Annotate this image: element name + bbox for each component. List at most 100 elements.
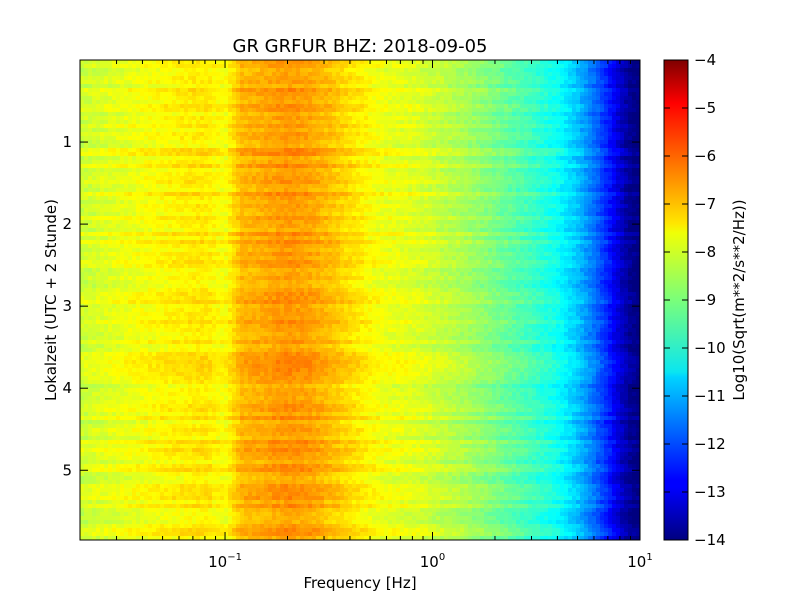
heatmap-cell [244, 176, 249, 181]
heatmap-cell [596, 144, 601, 149]
heatmap-cell [376, 88, 381, 93]
heatmap-cell [416, 148, 421, 153]
heatmap-cell [384, 164, 389, 169]
heatmap-cell [344, 136, 349, 141]
heatmap-cell [344, 200, 349, 205]
heatmap-cell [164, 120, 169, 125]
heatmap-cell [616, 152, 621, 157]
heatmap-cell [316, 164, 321, 169]
heatmap-cell [340, 100, 345, 105]
heatmap-cell [200, 144, 205, 149]
heatmap-cell [548, 124, 553, 129]
heatmap-cell [592, 96, 597, 101]
heatmap-cell [276, 148, 281, 153]
heatmap-cell [160, 112, 165, 117]
heatmap-cell [484, 160, 489, 165]
heatmap-cell [148, 172, 153, 177]
heatmap-cell [292, 108, 297, 113]
heatmap-cell [236, 104, 241, 109]
heatmap-cell [564, 168, 569, 173]
heatmap-cell [584, 140, 589, 145]
heatmap-cell [216, 172, 221, 177]
heatmap-cell [192, 176, 197, 181]
heatmap-cell [144, 132, 149, 137]
heatmap-cell [128, 168, 133, 173]
heatmap-cell [100, 168, 105, 173]
heatmap-cell [276, 64, 281, 69]
heatmap-cell [124, 96, 129, 101]
heatmap-cell [176, 120, 181, 125]
heatmap-cell [264, 88, 269, 93]
heatmap-cell [444, 116, 449, 121]
heatmap-cell [520, 92, 525, 97]
heatmap-cell [192, 88, 197, 93]
heatmap-cell [628, 148, 633, 153]
heatmap-cell [308, 192, 313, 197]
heatmap-cell [156, 188, 161, 193]
heatmap-cell [544, 176, 549, 181]
heatmap-cell [140, 172, 145, 177]
heatmap-cell [296, 192, 301, 197]
heatmap-cell [392, 92, 397, 97]
heatmap-cell [188, 92, 193, 97]
heatmap-cell [248, 152, 253, 157]
heatmap-cell [324, 196, 329, 201]
heatmap-cell [204, 100, 209, 105]
heatmap-cell [252, 96, 257, 101]
heatmap-cell [572, 192, 577, 197]
heatmap-cell [304, 72, 309, 77]
heatmap-cell [516, 76, 521, 81]
heatmap-cell [120, 128, 125, 133]
heatmap-cell [420, 104, 425, 109]
heatmap-cell [120, 164, 125, 169]
heatmap-cell [448, 64, 453, 69]
heatmap-cell [428, 136, 433, 141]
heatmap-cell [368, 172, 373, 177]
heatmap-cell [456, 124, 461, 129]
heatmap-cell [432, 84, 437, 89]
heatmap-cell [608, 80, 613, 85]
heatmap-cell [192, 152, 197, 157]
heatmap-cell [124, 100, 129, 105]
heatmap-cell [144, 156, 149, 161]
heatmap-cell [164, 128, 169, 133]
heatmap-cell [508, 148, 513, 153]
heatmap-cell [364, 152, 369, 157]
heatmap-cell [136, 156, 141, 161]
heatmap-cell [116, 176, 121, 181]
heatmap-cell [572, 184, 577, 189]
heatmap-cell [160, 180, 165, 185]
heatmap-cell [112, 128, 117, 133]
heatmap-cell [608, 156, 613, 161]
heatmap-cell [492, 180, 497, 185]
heatmap-cell [200, 164, 205, 169]
heatmap-cell [156, 136, 161, 141]
heatmap-cell [100, 128, 105, 133]
heatmap-cell [140, 184, 145, 189]
heatmap-cell [132, 164, 137, 169]
heatmap-cell [200, 132, 205, 137]
heatmap-cell [260, 180, 265, 185]
heatmap-cell [468, 168, 473, 173]
heatmap-cell [352, 92, 357, 97]
heatmap-cell [500, 116, 505, 121]
heatmap-cell [532, 96, 537, 101]
heatmap-cell [424, 108, 429, 113]
heatmap-cell [548, 120, 553, 125]
heatmap-cell [516, 80, 521, 85]
heatmap-cell [324, 152, 329, 157]
heatmap-cell [560, 160, 565, 165]
heatmap-cell [404, 196, 409, 201]
heatmap-cell [560, 124, 565, 129]
heatmap-cell [324, 104, 329, 109]
heatmap-cell [80, 112, 85, 117]
heatmap-cell [92, 84, 97, 89]
heatmap-cell [276, 92, 281, 97]
heatmap-cell [280, 112, 285, 117]
heatmap-cell [604, 76, 609, 81]
heatmap-cell [216, 100, 221, 105]
heatmap-cell [572, 140, 577, 145]
heatmap-cell [440, 80, 445, 85]
heatmap-cell [136, 168, 141, 173]
heatmap-cell [624, 112, 629, 117]
